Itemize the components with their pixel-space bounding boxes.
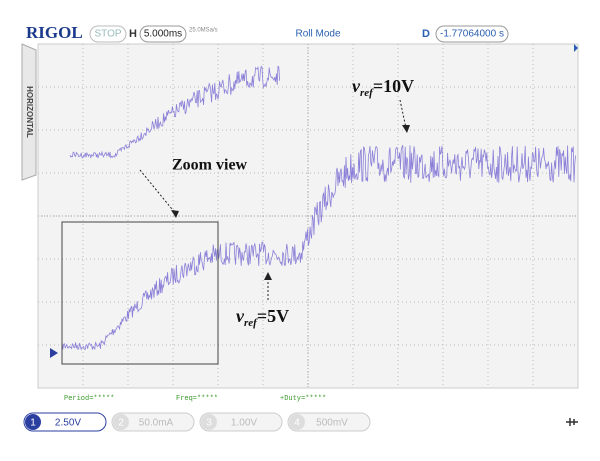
vref-high-annotation: vref=10V bbox=[352, 76, 414, 98]
channel-button[interactable] bbox=[199, 412, 283, 432]
zoom-annotation: Zoom view bbox=[172, 157, 248, 174]
arrow bbox=[399, 99, 407, 129]
zoom-region-box bbox=[61, 221, 219, 365]
delay-pill bbox=[435, 25, 509, 43]
symbol: v bbox=[352, 76, 361, 96]
status-pill bbox=[89, 25, 127, 43]
channel-scale: 500mV bbox=[316, 418, 348, 429]
measurement: +Duty=***** bbox=[280, 395, 326, 403]
arrow bbox=[139, 169, 177, 215]
delay: -1.77064000 s bbox=[440, 29, 504, 40]
channel-scale: 1.00V bbox=[231, 418, 257, 429]
channel-marker bbox=[50, 348, 58, 358]
subscript: ref bbox=[244, 317, 258, 329]
symbol: v bbox=[236, 306, 245, 326]
channel-badge bbox=[25, 414, 41, 430]
trigger-marker bbox=[574, 44, 578, 52]
vref-low-annotation: vref=5V bbox=[236, 306, 289, 328]
channel-badge bbox=[201, 414, 217, 430]
measurement: Freq=***** bbox=[176, 395, 218, 403]
brand: RIGOL bbox=[26, 23, 83, 42]
channel-number: 1 bbox=[30, 418, 36, 429]
grid bbox=[38, 44, 578, 388]
delay-label: D bbox=[422, 28, 430, 40]
usb-icon bbox=[566, 418, 578, 426]
arrow-head bbox=[402, 125, 410, 133]
timebase: 5.000ms bbox=[144, 29, 182, 40]
channel-scale: 2.50V bbox=[55, 418, 81, 429]
channel-button[interactable] bbox=[287, 412, 371, 432]
status: STOP bbox=[94, 29, 121, 40]
measurement: Period=***** bbox=[64, 395, 114, 403]
side-tab-label: HORIZONTAL bbox=[25, 86, 34, 138]
side-tab bbox=[21, 43, 37, 181]
arrow-head bbox=[171, 210, 179, 218]
channel-button[interactable] bbox=[111, 412, 195, 432]
timebase-label: H bbox=[129, 28, 137, 40]
zoom-waveform bbox=[69, 65, 280, 159]
channel-badge bbox=[289, 414, 305, 430]
timebase-pill bbox=[139, 25, 187, 43]
channel-number: 4 bbox=[294, 418, 300, 429]
arrow-head bbox=[264, 272, 272, 280]
sample-rate: 25.0MSa/s bbox=[189, 28, 218, 34]
waveform bbox=[61, 144, 576, 351]
mode: Roll Mode bbox=[295, 29, 340, 40]
channel-bar: 1 2.50V 2 50.0mA 3 1.00V 4 500mV bbox=[23, 412, 371, 432]
channel-badge bbox=[113, 414, 129, 430]
waveforms bbox=[61, 65, 576, 351]
channel-number: 2 bbox=[118, 418, 124, 429]
channel-scale: 50.0mA bbox=[139, 418, 174, 429]
subscript: ref bbox=[360, 87, 374, 99]
channel-button[interactable] bbox=[23, 412, 107, 432]
channel-number: 3 bbox=[206, 418, 212, 429]
value-text: =10V bbox=[373, 76, 414, 96]
value-text: =5V bbox=[257, 306, 289, 326]
